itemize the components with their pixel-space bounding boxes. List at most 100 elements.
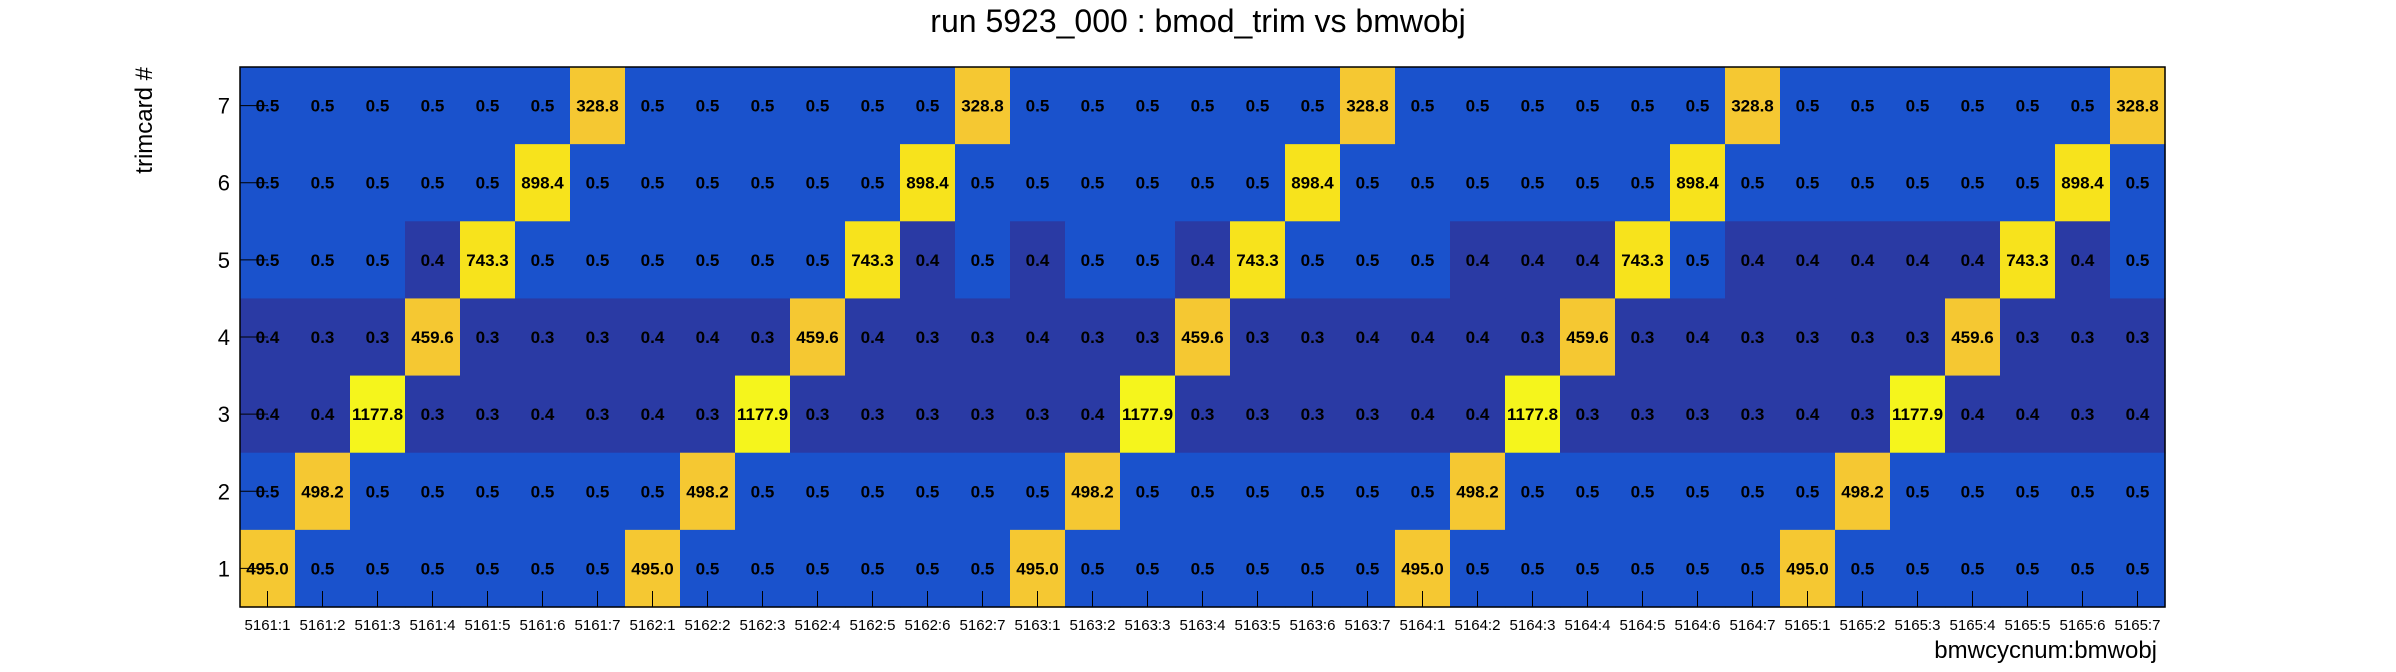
cell-value-label: 459.6	[796, 328, 839, 347]
cell-value-label: 0.3	[1301, 405, 1325, 424]
cell-value-label: 743.3	[466, 251, 509, 270]
cell-value-label: 743.3	[1621, 251, 1664, 270]
cell-value-label: 0.5	[531, 251, 555, 270]
cell-value-label: 0.5	[1631, 482, 1655, 501]
heatmap-cell	[1670, 144, 1726, 222]
heatmap-cell	[955, 67, 1011, 145]
cell-value-label: 0.3	[1851, 328, 1875, 347]
cell-value-label: 0.3	[311, 328, 335, 347]
cell-value-label: 0.5	[1576, 482, 1600, 501]
heatmap-cell	[350, 452, 406, 531]
heatmap-cell	[1175, 221, 1231, 300]
cell-value-label: 0.4	[916, 251, 940, 270]
heatmap-cell	[2055, 298, 2111, 377]
cell-value-label: 0.3	[586, 405, 610, 424]
cell-value-label: 0.5	[2126, 559, 2150, 578]
cell-value-label: 459.6	[1951, 328, 1994, 347]
cell-value-label: 0.5	[1136, 97, 1160, 116]
heatmap-cell	[1340, 375, 1396, 454]
x-tick-label: 5164:6	[1675, 617, 1721, 634]
heatmap-cell	[1340, 221, 1396, 300]
heatmap-cell	[350, 221, 406, 300]
cell-value-label: 0.5	[971, 482, 995, 501]
heatmap-cell	[790, 452, 846, 531]
cell-value-label: 0.5	[1576, 97, 1600, 116]
cell-value-label: 498.2	[301, 482, 344, 501]
heatmap-cell	[295, 67, 351, 145]
heatmap-cell	[1725, 221, 1781, 300]
cell-value-label: 0.5	[1191, 559, 1215, 578]
cell-value-label: 0.5	[1466, 559, 1490, 578]
heatmap-cell	[405, 375, 461, 454]
heatmap-cell	[735, 375, 791, 454]
heatmap-cell	[1890, 144, 1946, 222]
cell-value-label: 0.5	[1686, 251, 1710, 270]
cell-value-label: 0.4	[1191, 251, 1215, 270]
heatmap-cell	[790, 67, 846, 145]
x-tick-label: 5165:3	[1895, 617, 1941, 634]
heatmap-cell	[1835, 298, 1891, 377]
cell-value-label: 0.5	[1466, 174, 1490, 193]
heatmap-cell	[1230, 144, 1286, 222]
cell-value-label: 0.5	[1356, 482, 1380, 501]
cell-value-label: 0.5	[641, 482, 665, 501]
cell-value-label: 898.4	[521, 174, 564, 193]
heatmap-cell	[1285, 298, 1341, 377]
cell-value-label: 0.3	[971, 405, 995, 424]
x-tick-label: 5162:2	[685, 617, 731, 634]
x-tick-label: 5163:3	[1125, 617, 1171, 634]
cell-value-label: 0.4	[1576, 251, 1600, 270]
heatmap-cell	[1175, 375, 1231, 454]
cell-value-label: 0.5	[696, 97, 720, 116]
heatmap-cell	[1890, 67, 1946, 145]
cell-value-label: 0.3	[1246, 328, 1270, 347]
x-tick-label: 5162:1	[630, 617, 676, 634]
heatmap-cell	[1725, 375, 1781, 454]
x-tick-label: 5164:2	[1455, 617, 1501, 634]
heatmap-cell	[1065, 221, 1121, 300]
cell-value-label: 0.5	[861, 174, 885, 193]
cell-value-label: 0.5	[1411, 251, 1435, 270]
cell-value-label: 0.3	[586, 328, 610, 347]
cell-value-label: 0.5	[696, 251, 720, 270]
cell-value-label: 0.5	[1521, 174, 1545, 193]
heatmap-cell	[845, 144, 901, 222]
heatmap-cell	[1560, 298, 1616, 377]
cell-value-label: 0.3	[916, 405, 940, 424]
cell-labels: 0.5 0.5 0.5 0.5 0.5 0.5 328.8 0.5 0.5 0.5 0.5 0.5 0.…	[246, 97, 2159, 579]
y-tick-label: 2	[218, 479, 230, 504]
x-axis-ticks: 5161:1 5161:2 5161:3 5161:4 5161:5 5161:6 5161…	[245, 591, 2160, 634]
cell-value-label: 0.5	[586, 559, 610, 578]
x-tick-label: 5162:5	[850, 617, 896, 634]
heatmap-cell	[735, 452, 791, 531]
heatmap-cell	[735, 298, 791, 377]
heatmap-cell	[1230, 298, 1286, 377]
cell-value-label: 0.5	[1026, 174, 1050, 193]
heatmap-cell	[2055, 375, 2111, 454]
heatmap-cell	[1505, 67, 1561, 145]
cell-value-label: 0.5	[366, 559, 390, 578]
heatmap-cell	[790, 144, 846, 222]
cell-value-label: 0.5	[1906, 174, 1930, 193]
cell-value-label: 0.5	[421, 97, 445, 116]
cell-value-label: 0.5	[641, 251, 665, 270]
cell-value-label: 0.5	[1081, 174, 1105, 193]
cell-value-label: 0.5	[971, 559, 995, 578]
cell-value-label: 0.5	[1851, 559, 1875, 578]
cell-value-label: 0.5	[1631, 174, 1655, 193]
cell-value-label: 0.4	[1356, 328, 1380, 347]
heatmap-cell	[625, 144, 681, 222]
cell-value-label: 495.0	[1016, 559, 1059, 578]
y-tick-label: 7	[218, 94, 230, 119]
cell-value-label: 0.5	[476, 174, 500, 193]
heatmap-cell	[1945, 144, 2001, 222]
cell-value-label: 0.4	[1906, 251, 1930, 270]
heatmap-cell	[1065, 375, 1121, 454]
cell-value-label: 0.5	[531, 482, 555, 501]
heatmap-cell	[1395, 144, 1451, 222]
cell-value-label: 0.5	[531, 97, 555, 116]
heatmap-cell	[1450, 452, 1506, 531]
cell-value-label: 0.4	[1026, 328, 1050, 347]
cell-value-label: 0.5	[641, 97, 665, 116]
x-tick-label: 5163:1	[1015, 617, 1061, 634]
